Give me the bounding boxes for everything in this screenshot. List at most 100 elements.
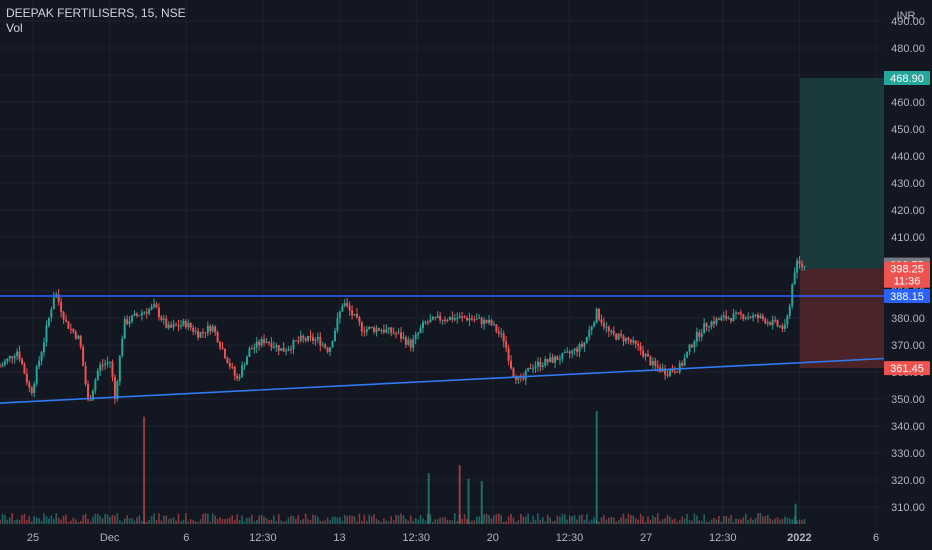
volume-bar (258, 515, 260, 524)
volume-bar (309, 520, 312, 524)
candle-body (121, 338, 124, 356)
volume-bar (260, 514, 263, 524)
volume-bar (373, 513, 375, 524)
volume-bar (561, 513, 564, 524)
drawn-lines[interactable] (0, 295, 885, 404)
candle-body (162, 318, 165, 320)
volume-bar (576, 519, 578, 524)
volume-bar (114, 515, 116, 524)
volume-bar (796, 520, 798, 524)
time-tick-label: 27 (640, 532, 652, 544)
candle-body (387, 327, 390, 330)
volume-bar (517, 520, 520, 524)
candle-body (285, 350, 288, 352)
candle-body (72, 328, 75, 333)
candle-body (749, 316, 752, 318)
volume-bar (380, 521, 383, 524)
candle-body (233, 367, 236, 376)
candle-body (294, 340, 297, 342)
candle-body (292, 340, 295, 350)
volume-bar (710, 519, 713, 524)
volume-bar (688, 520, 691, 524)
volume-bar (341, 520, 344, 524)
volume-bar (378, 520, 380, 524)
volume-bar (590, 519, 593, 524)
volume-bar (361, 520, 363, 524)
candle-body (155, 304, 158, 308)
ascending-trend-line (0, 357, 885, 404)
candle-body (47, 317, 50, 326)
volume-bar (1, 514, 4, 524)
volume-bar (92, 516, 94, 524)
candle-body (91, 390, 94, 401)
candle-body (377, 328, 380, 331)
candle-body (346, 303, 349, 306)
volume-bar (466, 519, 468, 524)
candle-body (602, 322, 605, 327)
candle-body (461, 316, 464, 318)
candle-body (113, 376, 116, 399)
candle-body (214, 326, 217, 333)
candle-body (754, 314, 757, 316)
candle-body (774, 319, 777, 321)
volume-bar (192, 520, 194, 524)
candle-body (409, 339, 412, 348)
candle-body (739, 312, 742, 315)
candle-body (131, 315, 134, 322)
candle-body (422, 322, 425, 328)
volume-bar (551, 521, 554, 524)
candle-body (402, 337, 405, 339)
candle-body (123, 319, 126, 339)
candle-body (612, 330, 615, 334)
candle-body (563, 352, 566, 354)
candle-body (620, 333, 623, 336)
volume-indicator-label[interactable]: Vol (6, 21, 23, 35)
candle-body (82, 346, 85, 366)
volume-bar (155, 520, 158, 524)
volume-bar (419, 514, 422, 524)
candle-body (803, 266, 806, 268)
volume-bar (661, 519, 664, 524)
candle-body (118, 355, 121, 382)
symbol-title[interactable]: DEEPAK FERTILISERS, 15, NSE (6, 6, 186, 20)
candle-body (116, 381, 119, 399)
volume-bar (571, 516, 573, 524)
candle-body (632, 340, 635, 343)
volume-bar (263, 516, 265, 524)
volume-bar (97, 513, 99, 524)
candle-body (177, 325, 180, 327)
volume-bar (586, 514, 588, 524)
candle-body (436, 315, 439, 318)
volume-bar (89, 521, 92, 524)
chart-grid (0, 0, 884, 528)
volume-bar (456, 520, 459, 524)
candle-body (590, 326, 593, 330)
candle-body (500, 333, 503, 335)
candle-body (720, 317, 723, 320)
volume-bar (534, 519, 537, 524)
volume-bar (488, 514, 490, 524)
volume-bar (302, 518, 304, 524)
price-tag-value: 468.90 (890, 73, 924, 85)
target-zone (800, 77, 884, 269)
candle-body (546, 358, 549, 362)
candle-body (742, 314, 745, 319)
volume-bar (165, 515, 168, 524)
candle-body (637, 343, 640, 346)
volume-bar (549, 517, 551, 524)
volume-bar (375, 518, 378, 524)
candle-body (536, 361, 539, 367)
volume-bar (490, 518, 493, 524)
volume-bar (202, 514, 204, 524)
volume-bar (363, 514, 366, 524)
candle-body (624, 337, 627, 342)
candle-body (566, 351, 569, 353)
volume-bar (754, 518, 757, 524)
candle-body (126, 319, 129, 324)
volume-bar (67, 521, 70, 524)
candle-body (13, 356, 16, 359)
volume-bar (524, 516, 527, 524)
candle-body (651, 361, 654, 366)
time-axis[interactable]: 25 Dec 6 12:30 13 12:30 20 12:30 27 12:30 2022 6 (27, 532, 879, 544)
